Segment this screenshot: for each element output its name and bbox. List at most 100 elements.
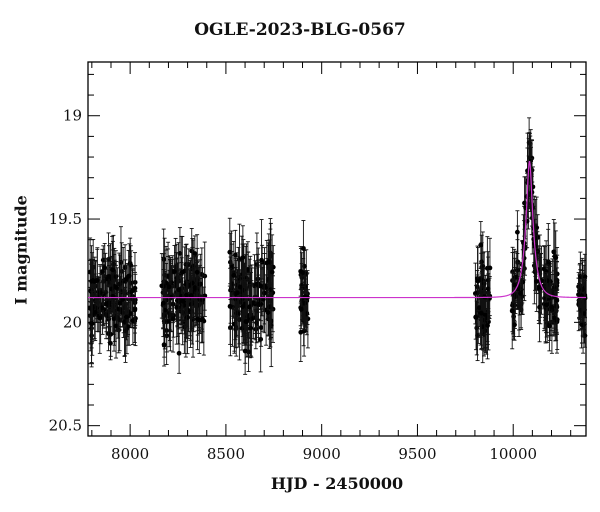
data-point — [511, 282, 517, 288]
data-point — [534, 278, 540, 284]
data-point — [166, 284, 172, 290]
chart-title: OGLE-2023-BLG-0567 — [194, 20, 406, 40]
data-point — [514, 229, 520, 235]
data-point — [180, 298, 186, 304]
data-point — [242, 348, 248, 354]
data-point — [476, 305, 482, 311]
data-point — [123, 314, 129, 320]
x-tick-label: 8000 — [111, 445, 149, 463]
data-point — [302, 300, 308, 306]
data-point — [189, 280, 195, 286]
x-axis-label: HJD - 2450000 — [270, 474, 404, 493]
data-point — [546, 323, 552, 329]
data-point — [120, 297, 125, 302]
data-point — [185, 315, 190, 320]
data-point — [512, 322, 517, 328]
x-tick-label: 9000 — [303, 445, 341, 463]
data-point — [170, 316, 176, 322]
data-point — [268, 287, 274, 293]
data-point — [110, 267, 116, 273]
data-point — [253, 326, 259, 332]
data-point — [473, 314, 479, 320]
data-point — [265, 310, 271, 315]
data-point — [475, 278, 481, 284]
data-point — [553, 255, 559, 260]
data-point — [194, 269, 200, 275]
data-point — [117, 300, 123, 306]
data-point — [485, 286, 491, 292]
data-point — [192, 251, 198, 256]
data-point — [544, 302, 550, 308]
data-point — [160, 300, 166, 306]
data-point — [99, 305, 105, 311]
data-point — [227, 249, 233, 255]
data-point — [256, 301, 261, 307]
data-point — [179, 269, 185, 275]
plot-frame — [87, 61, 587, 437]
y-axis-label: I magnitude — [11, 195, 31, 305]
data-point — [513, 274, 519, 280]
data-point — [106, 274, 112, 279]
y-tick-label: 19.5 — [49, 210, 82, 228]
data-point — [485, 323, 490, 328]
data-point — [522, 200, 527, 206]
data-point — [123, 276, 129, 282]
data-point — [102, 265, 108, 271]
data-point — [248, 325, 254, 331]
data-point — [184, 292, 189, 298]
data-point — [111, 316, 117, 322]
data-point — [113, 323, 119, 329]
x-tick-label: 9500 — [398, 445, 436, 463]
y-tick-label: 19 — [63, 107, 82, 125]
data-point — [580, 322, 586, 328]
data-point — [269, 269, 275, 275]
data-point — [196, 317, 202, 323]
data-point — [166, 319, 172, 324]
x-tick-label: 8500 — [207, 445, 245, 463]
data-point — [549, 304, 555, 310]
model-curve — [88, 160, 586, 299]
data-point — [487, 265, 493, 271]
data-point — [130, 318, 136, 324]
data-point — [234, 290, 240, 296]
data-point — [125, 324, 131, 329]
data-point — [94, 278, 100, 283]
data-point — [130, 288, 136, 294]
data-point — [302, 294, 308, 300]
data-point — [239, 326, 245, 331]
data-point — [108, 340, 113, 346]
data-point — [181, 302, 187, 308]
data-point — [197, 281, 203, 287]
data-point — [300, 270, 306, 275]
data-point — [89, 321, 95, 326]
data-point — [520, 279, 526, 285]
data-point — [551, 249, 557, 255]
data-point — [509, 308, 515, 314]
data-point — [176, 350, 182, 356]
data-point — [126, 273, 132, 279]
data-point — [267, 259, 273, 265]
data-point — [298, 306, 304, 312]
data-point — [301, 245, 306, 251]
data-point — [123, 328, 128, 334]
data-point — [227, 303, 233, 309]
data-point — [258, 336, 264, 342]
data-point — [188, 293, 194, 298]
data-point — [103, 301, 109, 307]
data-point — [231, 273, 237, 278]
data-point — [132, 307, 138, 313]
data-point — [105, 316, 111, 322]
data-point — [161, 313, 167, 319]
data-point — [525, 168, 530, 174]
data-point — [544, 278, 550, 284]
data-point — [89, 278, 94, 284]
data-point — [249, 316, 254, 322]
data-point — [109, 286, 115, 292]
data-point — [99, 269, 105, 274]
data-point — [113, 285, 119, 290]
data-point — [258, 325, 264, 330]
data-point — [172, 269, 177, 274]
data-point — [169, 280, 175, 286]
data-point — [554, 298, 560, 303]
